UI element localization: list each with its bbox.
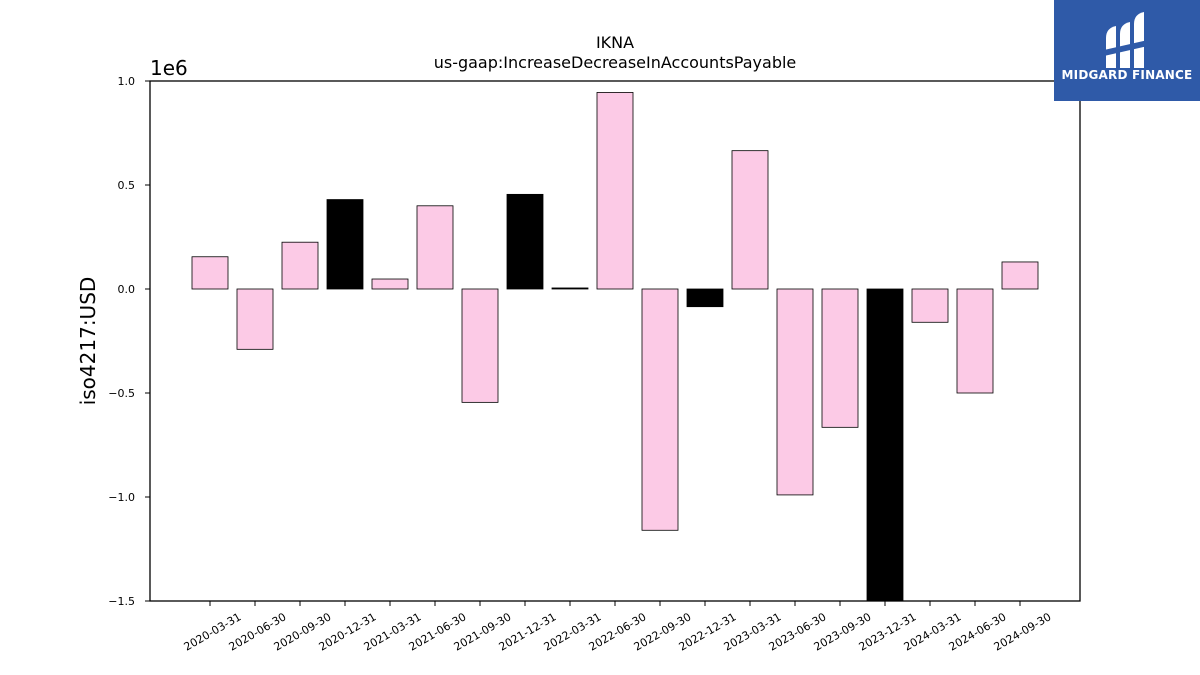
bars: [191, 92, 1039, 602]
bar-2020-12-31: [326, 199, 364, 290]
bar-2021-06-30: [416, 205, 454, 290]
bar-2023-09-30: [821, 288, 859, 428]
y-tick-label: −0.5: [108, 387, 135, 400]
bar-2020-06-30: [236, 288, 274, 350]
x-ticks: 2020-03-312020-06-302020-09-302020-12-31…: [182, 601, 1054, 654]
bar-2024-06-30: [956, 288, 994, 394]
bar-2024-03-31: [911, 288, 949, 323]
chart-title: IKNA: [596, 33, 634, 52]
bar-2023-03-31: [731, 150, 769, 290]
bar-2021-12-31: [506, 193, 544, 290]
bar-2021-09-30: [461, 288, 499, 403]
bar-2023-06-30: [776, 288, 814, 496]
y-tick-label: 1.0: [118, 75, 136, 88]
bar-2020-03-31: [191, 256, 229, 290]
bar-2024-09-30: [1001, 261, 1039, 290]
y-ticks: −1.5 −1.0 −0.5 0.0 0.5 1.0: [108, 75, 150, 608]
y-tick-label: −1.5: [108, 595, 135, 608]
bar-2020-09-30: [281, 241, 319, 290]
bar-2022-06-30: [596, 92, 634, 290]
midgard-logo: MIDGARD FINANCE: [1054, 0, 1200, 101]
midgard-logo-mark-icon: [1104, 12, 1148, 68]
y-tick-label: 0.5: [118, 179, 136, 192]
plot-frame: [149, 80, 1081, 602]
y-tick-label: 0.0: [118, 283, 136, 296]
bar-2021-03-31: [371, 278, 409, 290]
y-tick-label: −1.0: [108, 491, 135, 504]
logo-text: MIDGARD FINANCE: [1061, 68, 1193, 82]
bar-2023-12-31: [866, 288, 904, 602]
bar-2022-09-30: [641, 288, 679, 531]
bar-2022-03-31: [551, 287, 589, 290]
chart-subtitle: us-gaap:IncreaseDecreaseInAccountsPayabl…: [434, 53, 797, 72]
y-offset-label: 1e6: [150, 56, 188, 80]
y-axis-label: iso4217:USD: [76, 277, 100, 406]
bar-2022-12-31: [686, 288, 724, 308]
